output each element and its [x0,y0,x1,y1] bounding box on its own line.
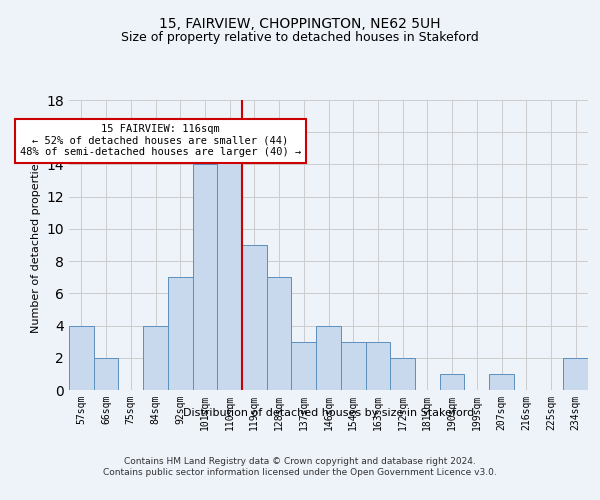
Bar [316,326,341,390]
Bar [341,342,365,390]
Bar [489,374,514,390]
Text: Distribution of detached houses by size in Stakeford: Distribution of detached houses by size … [183,408,475,418]
Bar [143,326,168,390]
Bar [193,164,217,390]
Bar [390,358,415,390]
Bar [242,245,267,390]
Text: Contains HM Land Registry data © Crown copyright and database right 2024.
Contai: Contains HM Land Registry data © Crown c… [103,458,497,477]
Bar [365,342,390,390]
Bar [69,326,94,390]
Bar [217,148,242,390]
Y-axis label: Number of detached properties: Number of detached properties [31,158,41,332]
Text: Size of property relative to detached houses in Stakeford: Size of property relative to detached ho… [121,31,479,44]
Bar [563,358,588,390]
Bar [94,358,118,390]
Bar [168,277,193,390]
Text: 15 FAIRVIEW: 116sqm
← 52% of detached houses are smaller (44)
48% of semi-detach: 15 FAIRVIEW: 116sqm ← 52% of detached ho… [20,124,301,158]
Text: 15, FAIRVIEW, CHOPPINGTON, NE62 5UH: 15, FAIRVIEW, CHOPPINGTON, NE62 5UH [159,18,441,32]
Bar [267,277,292,390]
Bar [440,374,464,390]
Bar [292,342,316,390]
